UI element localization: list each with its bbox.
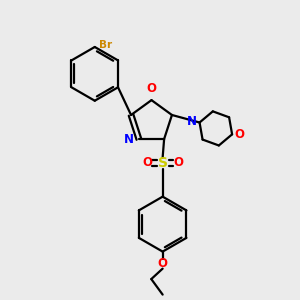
- Text: O: O: [158, 257, 168, 270]
- Text: Br: Br: [99, 40, 112, 50]
- Text: S: S: [158, 156, 168, 170]
- Text: O: O: [235, 128, 244, 141]
- Text: N: N: [124, 133, 134, 146]
- Text: O: O: [142, 156, 152, 170]
- Text: O: O: [173, 156, 183, 170]
- Text: N: N: [187, 116, 197, 128]
- Text: O: O: [146, 82, 157, 95]
